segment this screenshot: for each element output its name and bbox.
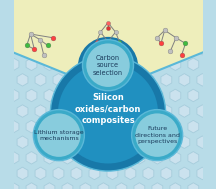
Circle shape — [33, 110, 84, 161]
FancyBboxPatch shape — [13, 0, 203, 189]
Circle shape — [58, 63, 158, 163]
Circle shape — [86, 43, 130, 87]
Circle shape — [50, 56, 166, 171]
Wedge shape — [0, 0, 216, 91]
Text: Carbon
source
selection: Carbon source selection — [93, 55, 123, 76]
Circle shape — [135, 113, 179, 157]
Wedge shape — [78, 37, 138, 67]
Text: Silicon
oxides/carbon
composites: Silicon oxides/carbon composites — [75, 93, 141, 125]
Circle shape — [83, 40, 133, 91]
Text: Lithium storage
mechanisms: Lithium storage mechanisms — [34, 129, 84, 141]
Circle shape — [37, 113, 81, 157]
Circle shape — [132, 110, 183, 161]
Text: Future
directions and
perspectives: Future directions and perspectives — [135, 126, 179, 144]
